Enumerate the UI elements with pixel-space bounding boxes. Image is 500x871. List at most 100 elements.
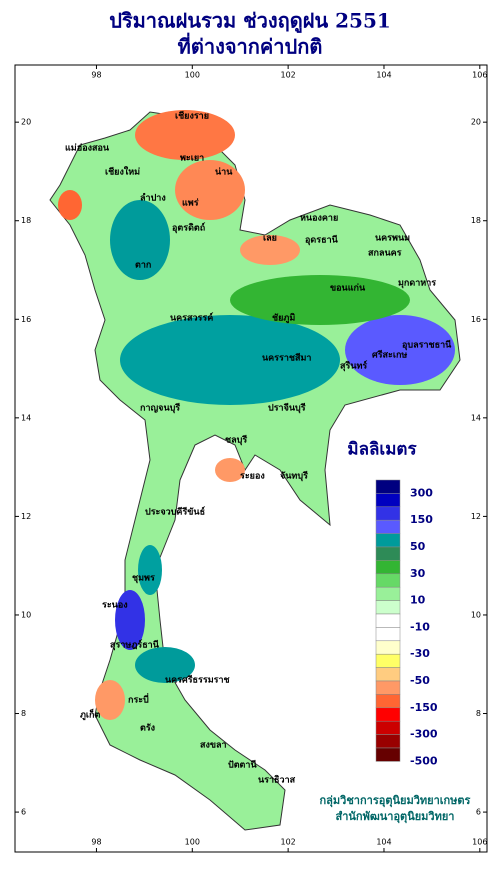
place: เชียงใหม่	[105, 166, 140, 178]
place: อุตรดิตถ์	[172, 222, 205, 234]
lat-tick-label: 14	[471, 413, 481, 422]
place: ปราจีนบุรี	[268, 403, 306, 414]
place: กาญจนบุรี	[140, 403, 180, 414]
legend-label: 150	[410, 513, 433, 526]
place: ปัตตานี	[228, 760, 257, 771]
legend-swatch	[375, 573, 401, 588]
place: ตรัง	[140, 723, 155, 734]
lat-tick-label: 6	[21, 808, 26, 817]
lon-tick-label: 98	[91, 71, 101, 80]
rain-zone	[115, 590, 145, 650]
lat-tick-label: 18	[21, 216, 31, 225]
rain-zone	[138, 545, 162, 595]
legend-swatch	[375, 734, 401, 749]
lon-tick-label: 102	[280, 71, 295, 80]
lat-tick-label: 10	[21, 610, 31, 619]
rain-zone	[58, 190, 82, 220]
generated: 98 98 100 100 102 102 104 104 106 106 6 6 8 8 10 10 12 12…	[15, 65, 487, 852]
place: ชุมพร	[132, 574, 155, 584]
legend-swatch	[375, 600, 401, 615]
place: ชลบุรี	[225, 435, 247, 446]
rain-zone	[135, 110, 235, 160]
place: มุกดาหาร	[398, 279, 436, 289]
place: เชียงราย	[175, 111, 209, 122]
lat-tick-label: 16	[21, 315, 31, 324]
lon-tick-label: 102	[280, 838, 295, 847]
place: สกลนคร	[368, 249, 402, 259]
lon-tick-label: 104	[376, 71, 391, 80]
legend-swatch	[375, 479, 401, 494]
legend-swatch	[375, 546, 401, 561]
credit: กลุ่มวิชาการอุตุนิยมวิทยาเกษตร	[320, 794, 471, 808]
legend-swatch	[375, 640, 401, 655]
rain-zone	[175, 160, 245, 220]
lon-tick-label: 100	[185, 838, 200, 847]
place: ลำปาง	[140, 193, 166, 204]
place: นครพนม	[375, 234, 410, 244]
legend-label: -500	[410, 754, 438, 767]
place: ขอนแก่น	[330, 283, 366, 294]
place: อุบลราชธานี	[402, 340, 452, 351]
rain-zone	[110, 200, 170, 280]
place: เลย	[263, 234, 277, 244]
lat-tick-label: 8	[21, 709, 26, 718]
legend-swatch	[375, 493, 401, 508]
legend-swatch	[375, 653, 401, 668]
lat-tick-label: 12	[21, 512, 31, 521]
legend-label: -50	[410, 674, 430, 687]
place: ศรีสะเกษ	[372, 350, 407, 361]
place-labels: เชียงราย แม่ฮ่องสอน เชียงใหม่ น่าน พะเยา…	[65, 111, 452, 786]
place: น่าน	[215, 167, 233, 178]
place: ประจวบคีรีขันธ์	[145, 506, 205, 518]
legend-label: 300	[410, 486, 433, 499]
place: นครสวรรค์	[170, 312, 213, 324]
rain-zone	[120, 315, 340, 405]
lat-tick-label: 18	[471, 216, 481, 225]
legend-swatch	[375, 586, 401, 601]
legend-swatch	[375, 720, 401, 735]
lat-tick-label: 6	[476, 808, 481, 817]
lat-tick-label: 12	[471, 512, 481, 521]
place: นครราชสีมา	[262, 353, 311, 364]
rain-zone	[230, 275, 410, 325]
lon-tick-label: 106	[472, 838, 487, 847]
legend-swatch	[375, 667, 401, 682]
lon-tick-label: 100	[185, 71, 200, 80]
title: ปริมาณฝนรวม ช่วงฤดูฝน 2551	[109, 9, 391, 35]
lon-tick-label: 106	[472, 71, 487, 80]
rain-zone	[345, 315, 455, 385]
legend-title: มิลลิเมตร	[347, 440, 417, 460]
title: ที่ต่างจากค่าปกติ	[178, 32, 323, 59]
place: สุราษฎร์ธานี	[110, 639, 160, 651]
legend-swatch	[375, 747, 401, 762]
place: ระนอง	[102, 601, 128, 611]
legend-swatch	[375, 694, 401, 709]
legend-swatch	[375, 627, 401, 642]
credit: สำนักพัฒนาอุตุนิยมวิทยา	[336, 810, 455, 824]
place: พะเยา	[180, 154, 204, 164]
rain-zone	[215, 458, 245, 482]
place: สงขลา	[200, 741, 227, 751]
lat-tick-label: 10	[471, 610, 481, 619]
lat-tick-label: 14	[21, 413, 31, 422]
legend-swatch	[375, 680, 401, 695]
place: แพร่	[182, 198, 199, 209]
rain-zone	[95, 680, 125, 720]
legend-label: 10	[410, 594, 426, 607]
legend-swatch	[375, 560, 401, 575]
place: จันทบุรี	[280, 471, 308, 482]
place: ภูเก็ต	[80, 708, 100, 721]
legend-label: 50	[410, 540, 426, 553]
lat-tick-label: 20	[21, 118, 31, 127]
place: ชัยภูมิ	[272, 313, 295, 324]
place: นราธิวาส	[258, 775, 296, 786]
legend-swatch	[375, 707, 401, 722]
rain-zone	[240, 235, 300, 265]
place: กระบี่	[128, 693, 149, 706]
legend-label: -150	[410, 701, 438, 714]
legend-swatch	[375, 533, 401, 548]
lon-tick-label: 98	[91, 838, 101, 847]
legend-label: -10	[410, 620, 430, 633]
